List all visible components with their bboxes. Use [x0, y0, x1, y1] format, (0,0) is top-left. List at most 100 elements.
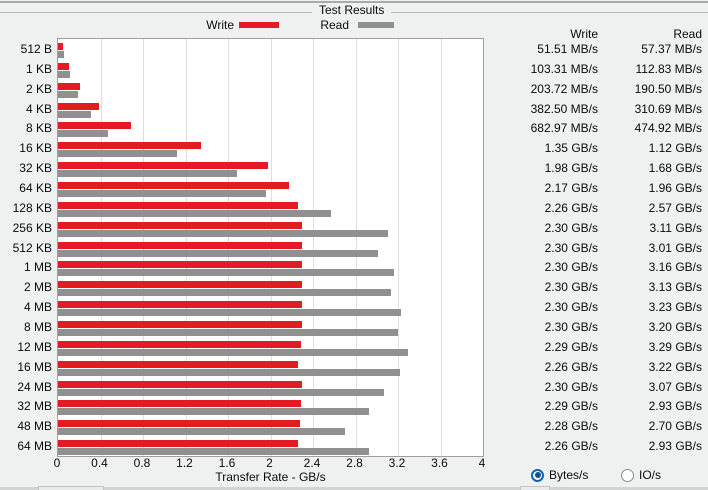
- x-axis-title: Transfer Rate - GB/s: [215, 470, 326, 484]
- x-tick-label: 4: [478, 456, 486, 470]
- write-bar: [58, 102, 99, 110]
- write-value: 2.26 GB/s: [544, 200, 598, 215]
- io-per-sec-radio[interactable]: IO/s: [621, 466, 661, 484]
- write-bar: [58, 281, 303, 289]
- read-value: 1.96 GB/s: [648, 181, 702, 195]
- write-bar: [58, 62, 69, 70]
- write-bar: [58, 261, 303, 269]
- read-value: 1.12 GB/s: [648, 141, 702, 156]
- write-bar: [58, 440, 299, 448]
- write-value: 2.30 GB/s: [544, 379, 598, 394]
- read-bar: [58, 229, 389, 237]
- read-bar: [58, 368, 401, 376]
- write-bar: [58, 360, 299, 368]
- read-bar: [58, 269, 394, 277]
- read-value: 3.20 GB/s: [648, 320, 702, 334]
- read-value: 2.70 GB/s: [648, 419, 702, 434]
- write-bar: [58, 201, 299, 209]
- write-bar: [58, 241, 303, 249]
- gridline: [440, 39, 442, 456]
- write-value: 1.98 GB/s: [544, 161, 598, 176]
- read-bar: [58, 90, 79, 98]
- read-bar: [58, 428, 345, 436]
- block-size-label: 1 MB: [23, 260, 52, 275]
- x-tick-label: 1.2: [176, 456, 193, 470]
- write-bar: [58, 221, 303, 229]
- write-bar: [58, 182, 289, 189]
- read-value: 474.92 MB/s: [634, 121, 702, 136]
- x-tick-label: 2: [266, 456, 273, 470]
- write-value: 2.29 GB/s: [544, 399, 598, 414]
- gridline: [398, 39, 399, 456]
- write-bar: [58, 162, 269, 170]
- bytes-per-sec-radio[interactable]: Bytes/s: [531, 466, 588, 484]
- write-bar: [58, 82, 80, 90]
- read-value: 310.69 MB/s: [634, 101, 702, 116]
- write-bar: [58, 380, 303, 388]
- block-size-label: 16 KB: [19, 141, 52, 156]
- legend-read-label: Read: [320, 18, 349, 32]
- window-edge-line: [0, 1, 708, 3]
- block-size-label: 48 MB: [17, 419, 52, 434]
- x-tick-label: 3.6: [431, 456, 448, 470]
- read-value: 3.11 GB/s: [649, 220, 702, 235]
- write-value: 2.17 GB/s: [544, 181, 598, 195]
- block-size-label: 16 MB: [17, 359, 52, 374]
- block-size-label: 2 KB: [25, 81, 52, 96]
- read-value: 3.23 GB/s: [648, 300, 702, 315]
- read-value: 2.93 GB/s: [648, 399, 702, 414]
- write-value: 2.30 GB/s: [544, 300, 598, 315]
- write-value: 2.30 GB/s: [544, 260, 598, 275]
- read-bar: [58, 170, 237, 178]
- read-bar: [58, 249, 378, 257]
- read-bar: [58, 289, 391, 297]
- x-axis-ticks: 0 0.4 0.8 1.2 1.6 2 2.4 2.8 3.2 3.6 4: [54, 456, 486, 471]
- bottom-cropped-button-edge: [520, 486, 550, 490]
- block-size-label: 8 KB: [25, 121, 52, 136]
- groupbox-title: Test Results: [312, 3, 392, 18]
- block-size-label: 32 KB: [19, 161, 52, 176]
- x-tick-label: 3.2: [388, 456, 406, 470]
- legend-write-label: Write: [206, 18, 234, 32]
- x-tick-label: 0: [53, 456, 61, 470]
- read-value: 1.68 GB/s: [648, 161, 702, 176]
- x-tick-label: 2.4: [303, 456, 321, 470]
- x-tick-label: 1.6: [218, 456, 236, 470]
- block-size-label: 256 KB: [12, 220, 52, 235]
- write-bar: [58, 340, 302, 348]
- write-value: 382.50 MB/s: [530, 101, 598, 116]
- block-size-label: 64 MB: [17, 439, 52, 454]
- x-tick-label: 0.8: [133, 456, 151, 470]
- bottom-cropped-button-edge: [38, 486, 104, 490]
- read-value: 3.29 GB/s: [648, 339, 702, 354]
- read-bar: [58, 70, 70, 78]
- read-value: 3.16 GB/s: [648, 260, 702, 275]
- write-bar: [58, 122, 131, 130]
- write-value: 2.30 GB/s: [544, 320, 598, 334]
- write-value: 2.29 GB/s: [544, 339, 598, 354]
- write-value: 2.30 GB/s: [544, 240, 598, 255]
- read-value: 3.07 GB/s: [648, 379, 702, 394]
- read-value: 112.83 MB/s: [635, 61, 702, 76]
- block-size-label: 4 KB: [25, 101, 52, 116]
- read-values-column: 57.37 MB/s 112.83 MB/s 190.50 MB/s 310.69 M…: [586, 38, 702, 455]
- write-bar: [58, 301, 303, 309]
- read-column-header: Read: [673, 27, 702, 41]
- write-value: 682.97 MB/s: [530, 121, 598, 136]
- block-size-label: 1 KB: [25, 61, 52, 76]
- write-value: 2.30 GB/s: [544, 280, 598, 295]
- legend-write-swatch: [239, 22, 279, 28]
- write-bar: [58, 400, 302, 408]
- bytes-per-sec-label: Bytes/s: [549, 468, 589, 482]
- write-value: 2.28 GB/s: [544, 419, 598, 434]
- write-value: 1.35 GB/s: [544, 141, 598, 156]
- read-bar: [58, 309, 402, 317]
- read-value: 3.01 GB/s: [648, 240, 702, 255]
- bottom-cropped-controls: [0, 487, 708, 490]
- gridline: [313, 39, 314, 456]
- read-bar: [58, 348, 408, 356]
- write-value: 2.26 GB/s: [544, 359, 598, 374]
- block-size-label: 512 KB: [12, 240, 52, 255]
- x-tick-label: 2.8: [346, 456, 363, 470]
- read-bar: [58, 190, 267, 197]
